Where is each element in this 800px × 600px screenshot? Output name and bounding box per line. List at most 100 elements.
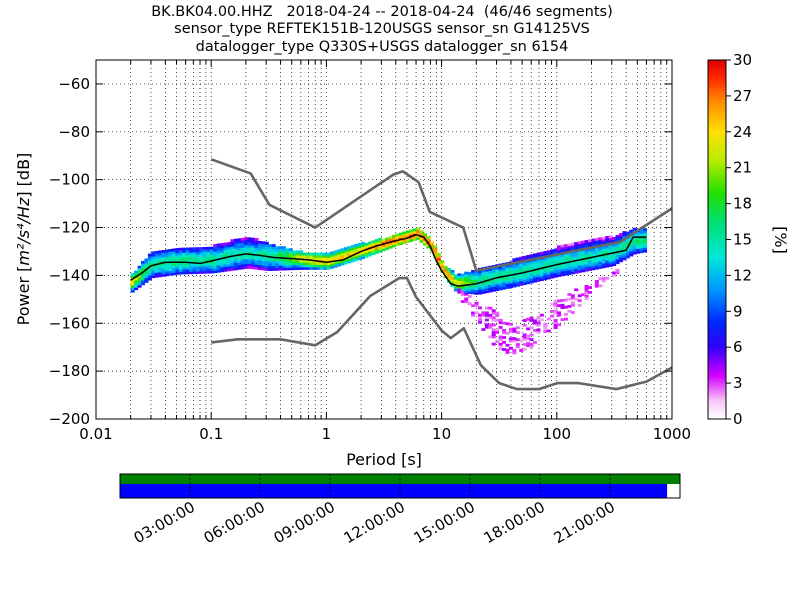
psd-cell (526, 276, 531, 280)
psd-cell (519, 273, 524, 277)
psd-cell (281, 250, 287, 254)
psd-cell (354, 248, 359, 252)
psd-cell (539, 254, 544, 258)
psd-cell (213, 267, 218, 271)
psd-cell (350, 245, 355, 248)
psd-cell (216, 245, 221, 249)
psd-cell (546, 262, 551, 265)
psd-cell (268, 246, 273, 250)
psd-cell (608, 259, 613, 263)
psd-cell (460, 290, 465, 294)
psd-cell (264, 248, 269, 252)
psd-cell (419, 237, 424, 241)
psd-cell (237, 267, 242, 270)
psd-cell (632, 239, 637, 243)
psd-cell (292, 262, 297, 266)
psd-cell (402, 233, 407, 237)
psd-cell (196, 259, 201, 262)
psd-cell (361, 253, 366, 257)
psd-cell (618, 237, 623, 241)
psd-cell (594, 247, 599, 251)
psd-cell (495, 285, 500, 289)
psd-cell (271, 268, 276, 271)
psd-cell (130, 289, 135, 293)
psd-cell (281, 267, 287, 271)
psd-cell (502, 277, 507, 281)
psd-cell (581, 293, 586, 297)
psd-cell (158, 274, 163, 278)
psd-cell (608, 249, 613, 253)
psd-cell (226, 246, 231, 250)
psd-cell (477, 279, 482, 283)
psd-cell (477, 291, 482, 295)
psd-cell (330, 261, 335, 264)
psd-cell (563, 317, 568, 321)
psd-cell (563, 270, 568, 274)
psd-cell (495, 314, 500, 317)
psd-cell (557, 323, 562, 327)
psd-cell (237, 250, 242, 254)
psd-cell (567, 243, 572, 247)
psd-cell (512, 267, 517, 271)
psd-cell (216, 262, 221, 266)
psd-cell (618, 235, 623, 239)
psd-cell (522, 277, 527, 281)
psd-cell (601, 263, 606, 266)
mean-psd-curve (130, 233, 647, 287)
psd-cell (257, 262, 262, 266)
psd-cell (526, 257, 531, 261)
psd-cell (130, 287, 135, 291)
psd-cell (484, 271, 489, 275)
psd-cell (508, 330, 513, 333)
psd-cell (477, 320, 482, 324)
psd-cell (264, 258, 269, 262)
psd-cell (553, 299, 558, 303)
psd-cell (426, 238, 431, 242)
psd-cell (134, 284, 139, 288)
psd-cell (567, 293, 572, 296)
psd-cell (182, 259, 187, 263)
psd-cell (278, 260, 283, 264)
psd-cell (175, 248, 180, 251)
psd-cell (292, 264, 297, 268)
psd-cell (477, 318, 482, 322)
psd-cell (140, 265, 146, 269)
psd-cell (412, 238, 417, 241)
psd-cell (639, 240, 644, 244)
psd-cell (632, 249, 637, 253)
psd-cell (367, 244, 372, 247)
psd-cell (247, 249, 252, 253)
psd-cell (477, 282, 482, 286)
psd-cell (560, 303, 565, 307)
psd-cell (488, 270, 493, 274)
psd-cell (460, 278, 465, 282)
psd-cell (474, 275, 479, 278)
psd-cell (563, 305, 568, 309)
psd-cell (560, 247, 565, 250)
psd-cell (226, 258, 231, 262)
psd-cell (168, 268, 173, 271)
psd-cell (529, 333, 534, 337)
psd-cell (508, 271, 513, 274)
psd-cell (526, 317, 531, 321)
psd-cell (134, 287, 139, 291)
psd-cell (498, 326, 503, 329)
psd-cell (196, 254, 201, 258)
psd-cell (295, 267, 300, 270)
psd-cell (288, 255, 293, 259)
psd-cell (625, 243, 630, 247)
psd-cell (285, 265, 290, 268)
psd-cell (612, 263, 617, 267)
psd-cell (213, 265, 218, 269)
psd-cell (144, 263, 149, 267)
psd-cell (440, 262, 445, 266)
psd-cell (202, 268, 207, 272)
psd-cell (244, 244, 249, 248)
psd-cell (240, 264, 245, 267)
psd-cell (543, 260, 548, 264)
psd-cell (278, 248, 283, 252)
psd-cell (271, 263, 276, 267)
psd-cell (240, 256, 245, 260)
psd-cell (574, 266, 579, 269)
psd-cell (130, 275, 135, 279)
